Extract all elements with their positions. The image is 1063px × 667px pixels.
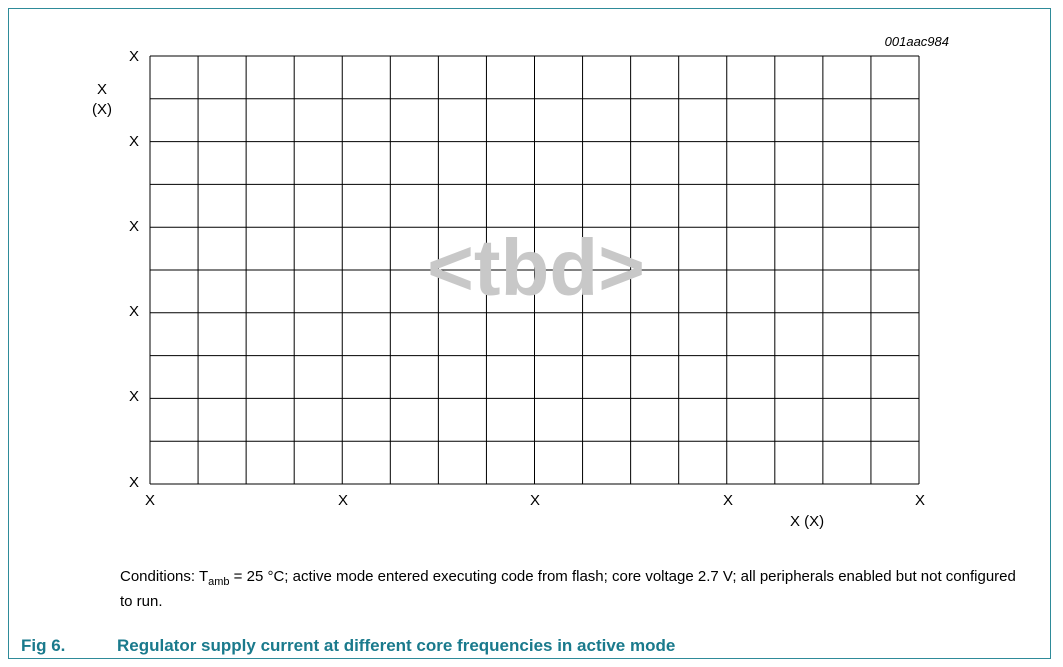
y-tick-label: X bbox=[128, 303, 139, 320]
conditions-note: Conditions: Tamb = 25 °C; active mode en… bbox=[120, 567, 1020, 612]
y-tick-label: X bbox=[128, 388, 139, 405]
tbd-watermark: <tbd> bbox=[427, 223, 645, 312]
y-tick-label: X bbox=[128, 218, 139, 235]
figure-frame bbox=[8, 8, 1051, 659]
x-tick-label: X bbox=[144, 492, 155, 509]
x-tick-label: X bbox=[722, 492, 733, 509]
document-id: 001aac984 bbox=[884, 34, 949, 49]
figure-title: Regulator supply current at different co… bbox=[117, 636, 676, 655]
figure-number: Fig 6. bbox=[21, 636, 66, 655]
y-tick-label: X bbox=[128, 474, 139, 491]
y-tick-label: X bbox=[128, 133, 139, 150]
y-axis-label: X (X) bbox=[82, 80, 122, 120]
x-tick-label: X bbox=[529, 492, 540, 509]
conditions-subscript: amb bbox=[208, 576, 230, 588]
x-axis-label: X (X) bbox=[790, 513, 825, 530]
chart-grid bbox=[149, 55, 920, 485]
x-tick-label: X bbox=[337, 492, 348, 509]
y-axis-label-line: X bbox=[96, 81, 107, 98]
conditions-text: = 25 °C; active mode entered executing c… bbox=[120, 568, 1016, 610]
y-tick-label: X bbox=[128, 48, 139, 65]
figure-caption: Fig 6. Regulator supply current at differ… bbox=[21, 636, 675, 656]
x-tick-label: X bbox=[914, 492, 925, 509]
y-axis-label-line: (X) bbox=[92, 101, 112, 118]
conditions-prefix: Conditions: T bbox=[120, 568, 209, 585]
